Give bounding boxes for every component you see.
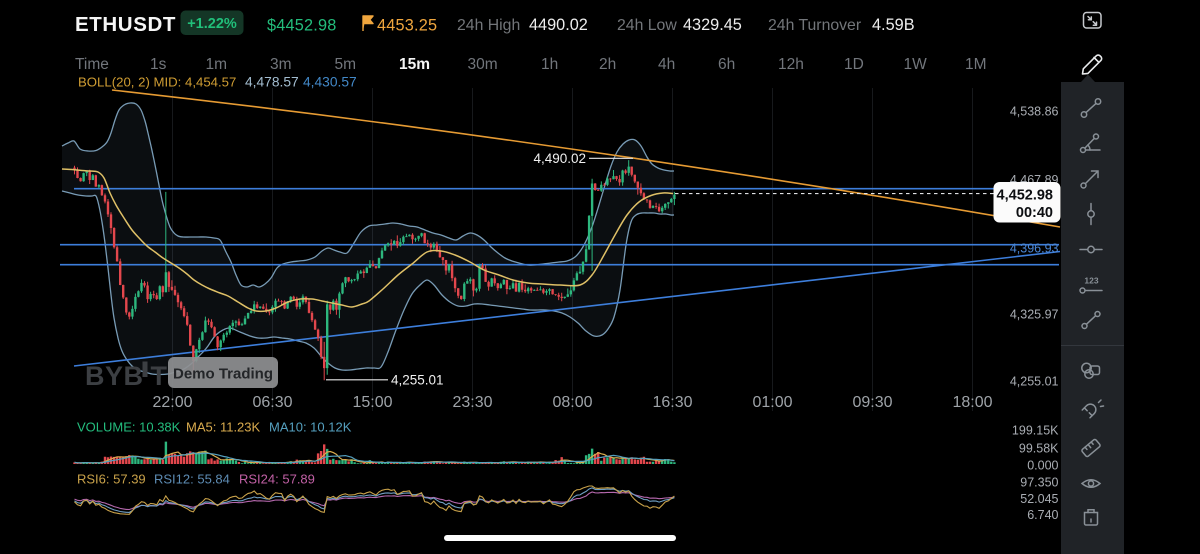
svg-text:1W: 1W bbox=[904, 56, 928, 73]
svg-text:00:40: 00:40 bbox=[1016, 205, 1053, 221]
svg-text:Time: Time bbox=[75, 56, 109, 73]
svg-text:4490.02: 4490.02 bbox=[529, 16, 588, 34]
svg-text:VOLUME: 10.38K: VOLUME: 10.38K bbox=[77, 420, 181, 435]
svg-text:4,325.97: 4,325.97 bbox=[1010, 308, 1059, 322]
svg-text:52.045: 52.045 bbox=[1020, 492, 1058, 506]
svg-text:RSI12: 55.84: RSI12: 55.84 bbox=[154, 472, 230, 487]
svg-text:Demo Trading: Demo Trading bbox=[173, 366, 273, 383]
svg-text:15m: 15m bbox=[399, 56, 430, 73]
svg-text:4,490.02: 4,490.02 bbox=[533, 151, 586, 166]
svg-text:4h: 4h bbox=[658, 56, 675, 73]
svg-text:99.58K: 99.58K bbox=[1019, 442, 1059, 456]
svg-text:0.000: 0.000 bbox=[1027, 459, 1058, 473]
svg-text:6.740: 6.740 bbox=[1027, 508, 1058, 522]
svg-text:22:00: 22:00 bbox=[152, 394, 192, 411]
svg-text:4,478.57: 4,478.57 bbox=[245, 75, 299, 90]
svg-text:1m: 1m bbox=[206, 56, 228, 73]
svg-text:5m: 5m bbox=[335, 56, 357, 73]
svg-text:24h Low: 24h Low bbox=[617, 17, 677, 34]
svg-text:BOLL(20, 2) MID: 4,454.57: BOLL(20, 2) MID: 4,454.57 bbox=[78, 75, 236, 90]
svg-text:1h: 1h bbox=[541, 56, 558, 73]
svg-text:ETHUSDT: ETHUSDT bbox=[75, 13, 176, 36]
svg-text:4453.25: 4453.25 bbox=[377, 17, 437, 35]
svg-text:+1.22%: +1.22% bbox=[187, 16, 237, 32]
svg-text:24h Turnover: 24h Turnover bbox=[768, 17, 861, 34]
svg-text:15:00: 15:00 bbox=[352, 394, 392, 411]
svg-text:1D: 1D bbox=[844, 56, 864, 73]
svg-text:18:00: 18:00 bbox=[952, 394, 992, 411]
svg-text:MA10: 10.12K: MA10: 10.12K bbox=[269, 420, 352, 435]
svg-text:09:30: 09:30 bbox=[852, 394, 892, 411]
svg-text:4,255.01: 4,255.01 bbox=[391, 373, 444, 388]
svg-text:RSI6: 57.39: RSI6: 57.39 bbox=[77, 472, 146, 487]
svg-text:4,538.86: 4,538.86 bbox=[1010, 104, 1059, 118]
svg-text:BYB: BYB bbox=[85, 361, 144, 391]
svg-text:08:00: 08:00 bbox=[552, 394, 592, 411]
svg-text:$4452.98: $4452.98 bbox=[267, 17, 337, 35]
svg-text:1s: 1s bbox=[150, 56, 167, 73]
svg-text:3m: 3m bbox=[270, 56, 292, 73]
svg-text:97.350: 97.350 bbox=[1020, 476, 1058, 490]
svg-text:4329.45: 4329.45 bbox=[683, 16, 742, 34]
svg-text:4,396.93: 4,396.93 bbox=[1010, 241, 1059, 255]
svg-text:MA5: 11.23K: MA5: 11.23K bbox=[186, 420, 261, 435]
svg-text:01:00: 01:00 bbox=[752, 394, 792, 411]
svg-text:1M: 1M bbox=[965, 56, 987, 73]
svg-text:4.59B: 4.59B bbox=[872, 16, 915, 34]
svg-text:4,255.01: 4,255.01 bbox=[1010, 375, 1059, 389]
svg-text:4,430.57: 4,430.57 bbox=[303, 75, 357, 90]
svg-text:24h High: 24h High bbox=[457, 17, 520, 34]
svg-text:4,452.98: 4,452.98 bbox=[997, 188, 1053, 204]
svg-text:12h: 12h bbox=[778, 56, 804, 73]
svg-text:RSI24: 57.89: RSI24: 57.89 bbox=[239, 472, 315, 487]
svg-text:2h: 2h bbox=[599, 56, 616, 73]
svg-text:6h: 6h bbox=[718, 56, 735, 73]
svg-text:23:30: 23:30 bbox=[452, 394, 492, 411]
svg-text:T: T bbox=[151, 361, 168, 391]
svg-text:06:30: 06:30 bbox=[252, 394, 292, 411]
svg-text:16:30: 16:30 bbox=[652, 394, 692, 411]
svg-text:30m: 30m bbox=[468, 56, 498, 73]
svg-text:199.15K: 199.15K bbox=[1012, 424, 1059, 438]
svg-text:123: 123 bbox=[1084, 276, 1098, 286]
